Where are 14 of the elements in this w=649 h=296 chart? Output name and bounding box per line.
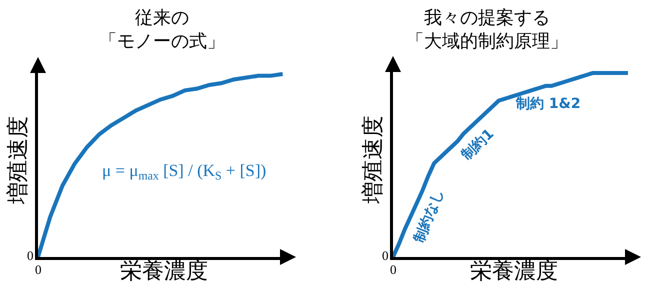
annotation: 制約なし <box>410 187 447 246</box>
text: 0 <box>382 248 388 263</box>
chart-title: 我々の提案する「大域的制約原理」 <box>406 8 568 52</box>
x-axis-title: 栄養濃度 <box>470 258 558 284</box>
text: 0 <box>35 262 42 277</box>
y-axis-title: 増殖速度 <box>6 116 31 205</box>
text: 0 <box>27 248 34 263</box>
x-axis-title: 栄養濃度 <box>120 258 208 284</box>
annotation: μ = μ$_{max}$ [S] / (K$_{S}$ + [S]) <box>102 161 266 183</box>
y-axis-title: 増殖速度 <box>360 116 386 204</box>
annotation: 制約 1&2 <box>515 96 581 112</box>
annotation: 制約1 <box>458 126 498 164</box>
chart-title: 従来の「モノーの式」 <box>99 8 225 52</box>
text: 0 <box>390 262 396 277</box>
